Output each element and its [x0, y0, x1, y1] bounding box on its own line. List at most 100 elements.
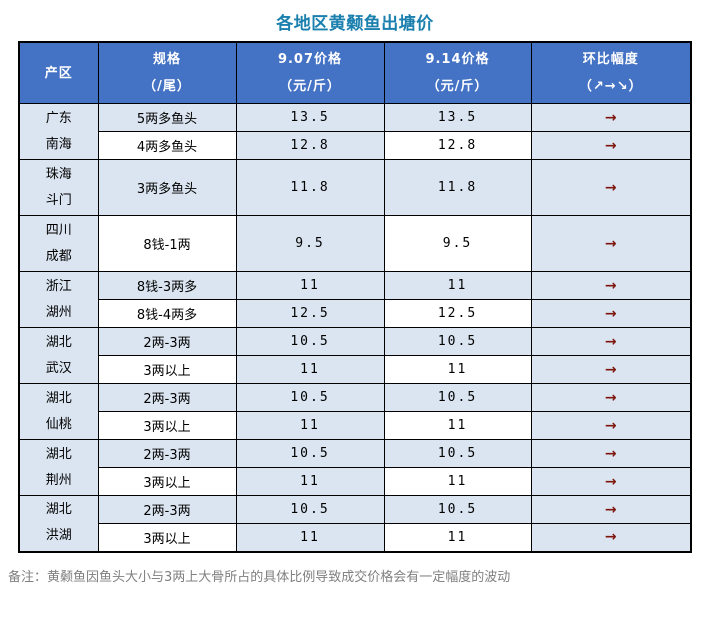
trend-cell: → [530, 383, 692, 412]
trend-cell: → [530, 299, 692, 328]
spec-cell: 8钱-3两多 [97, 271, 237, 300]
col-header-region-label: 产区 [44, 65, 73, 81]
table-row: 4两多鱼头 12.8 12.8 → [19, 131, 692, 160]
region-line: 广东 [45, 110, 72, 126]
price-0914-cell: 10.5 [383, 439, 532, 468]
price-0907-cell: 11 [235, 523, 385, 552]
spec-cell: 3两以上 [97, 523, 237, 552]
trend-cell: → [530, 495, 692, 524]
price-0914-cell: 12.5 [383, 299, 532, 328]
col-header-price-0907: 9.07价格 （元/斤） [235, 41, 385, 104]
table-body: 广东 南海 5两多鱼头 13.5 13.5 → 4两多鱼头 12.8 12.8 → 珠海 斗门 3两多鱼… [18, 103, 692, 552]
right-arrow-icon: → [604, 235, 617, 252]
spec-cell: 2两-3两 [97, 439, 237, 468]
right-arrow-icon: → [604, 179, 617, 196]
trend-cell: → [530, 215, 692, 272]
col-header-spec: 规格 （/尾） [97, 41, 237, 104]
footnote: 备注：黄颡鱼因鱼头大小与3两上大骨所占的具体比例导致成交价格会有一定幅度的波动 [8, 569, 511, 585]
trend-cell: → [530, 411, 692, 440]
spec-cell: 2两-3两 [97, 327, 237, 356]
price-table: 产区 规格 （/尾） 9.07价格 （元/斤） 9.14价格 （元/斤） 环比幅… [18, 41, 692, 553]
table-row: 四川 成都 8钱-1两 9.5 9.5 → [18, 215, 692, 272]
trend-cell: → [530, 271, 692, 300]
spec-cell: 5两多鱼头 [97, 103, 237, 132]
price-0907-cell: 10.5 [235, 495, 385, 524]
region-cell: 湖北 武汉 [18, 327, 99, 384]
region-line: 成都 [45, 248, 72, 264]
trend-cell: → [530, 523, 692, 552]
region-line: 珠海 [45, 166, 72, 182]
header-row: 产区 规格 （/尾） 9.07价格 （元/斤） 9.14价格 （元/斤） 环比幅… [18, 41, 692, 104]
region-cell: 四川 成都 [18, 215, 99, 272]
region-line: 武汉 [45, 360, 72, 376]
price-0907-cell: 11 [235, 467, 385, 496]
right-arrow-icon: → [604, 501, 617, 518]
table-row: 3两以上 11 11 → [19, 411, 692, 440]
col-header-price-0907-unit: （元/斤） [279, 79, 341, 94]
col-header-trend-label: 环比幅度 [582, 52, 639, 67]
col-header-price-0914: 9.14价格 （元/斤） [383, 41, 532, 104]
table-row: 广东 南海 5两多鱼头 13.5 13.5 → [18, 103, 692, 160]
region-cell: 浙江 湖州 [18, 271, 99, 328]
region-line: 湖北 [45, 446, 72, 462]
table-row: 湖北 洪湖 2两-3两 10.5 10.5 → [18, 495, 692, 552]
price-0914-cell: 10.5 [383, 327, 532, 356]
trend-cell: → [530, 467, 692, 496]
region-line: 南海 [45, 136, 72, 152]
trend-cell: → [530, 103, 692, 132]
region-line: 湖北 [45, 502, 72, 518]
price-0914-cell: 11 [383, 271, 532, 300]
price-0907-cell: 11 [235, 411, 385, 440]
price-0907-cell: 10.5 [235, 327, 385, 356]
right-arrow-icon: → [604, 389, 617, 406]
right-arrow-icon: → [604, 333, 617, 350]
col-header-spec-label: 规格 [152, 52, 181, 67]
price-0914-cell: 11.8 [383, 159, 532, 216]
trend-cell: → [530, 439, 692, 468]
table-row: 3两以上 11 11 → [19, 467, 692, 496]
price-0914-cell: 10.5 [383, 383, 532, 412]
trend-cell: → [530, 159, 692, 216]
right-arrow-icon: → [604, 417, 617, 434]
right-arrow-icon: → [604, 445, 617, 462]
price-0907-cell: 12.5 [235, 299, 385, 328]
spec-cell: 8钱-4两多 [97, 299, 237, 328]
right-arrow-icon: → [604, 529, 617, 546]
spec-cell: 4两多鱼头 [97, 131, 237, 160]
price-0907-cell: 10.5 [235, 439, 385, 468]
table-row: 8钱-4两多 12.5 12.5 → [19, 299, 692, 328]
price-0907-cell: 11.8 [235, 159, 385, 216]
region-line: 四川 [45, 222, 72, 238]
right-arrow-icon: → [604, 305, 617, 322]
region-line: 荆州 [45, 472, 72, 488]
col-header-price-0914-label: 9.14价格 [425, 52, 490, 67]
right-arrow-icon: → [604, 361, 617, 378]
price-0907-cell: 9.5 [235, 215, 385, 272]
spec-cell: 2两-3两 [97, 495, 237, 524]
right-arrow-icon: → [604, 137, 617, 154]
price-0914-cell: 10.5 [383, 495, 532, 524]
price-0914-cell: 11 [383, 467, 532, 496]
page-title: 各地区黄颡鱼出塘价 [276, 14, 434, 34]
region-cell: 湖北 荆州 [18, 439, 99, 496]
region-line: 洪湖 [45, 528, 72, 544]
region-cell: 广东 南海 [18, 103, 99, 160]
region-cell: 珠海 斗门 [18, 159, 99, 216]
region-line: 湖北 [45, 334, 72, 350]
spec-cell: 3两多鱼头 [97, 159, 237, 216]
price-0907-cell: 13.5 [235, 103, 385, 132]
table-row: 珠海 斗门 3两多鱼头 11.8 11.8 → [18, 159, 692, 216]
col-header-trend: 环比幅度 （↗→↘） [530, 41, 692, 104]
spec-cell: 3两以上 [97, 467, 237, 496]
region-cell: 湖北 洪湖 [18, 495, 99, 552]
right-arrow-icon: → [604, 109, 617, 126]
price-0907-cell: 12.8 [235, 131, 385, 160]
price-0914-cell: 12.8 [383, 131, 532, 160]
trend-cell: → [530, 355, 692, 384]
col-header-spec-unit: （/尾） [143, 79, 191, 94]
trend-cell: → [530, 327, 692, 356]
spec-cell: 8钱-1两 [97, 215, 237, 272]
table-row: 浙江 湖州 8钱-3两多 11 11 → [18, 271, 692, 328]
price-0914-cell: 11 [383, 411, 532, 440]
price-0914-cell: 13.5 [383, 103, 532, 132]
